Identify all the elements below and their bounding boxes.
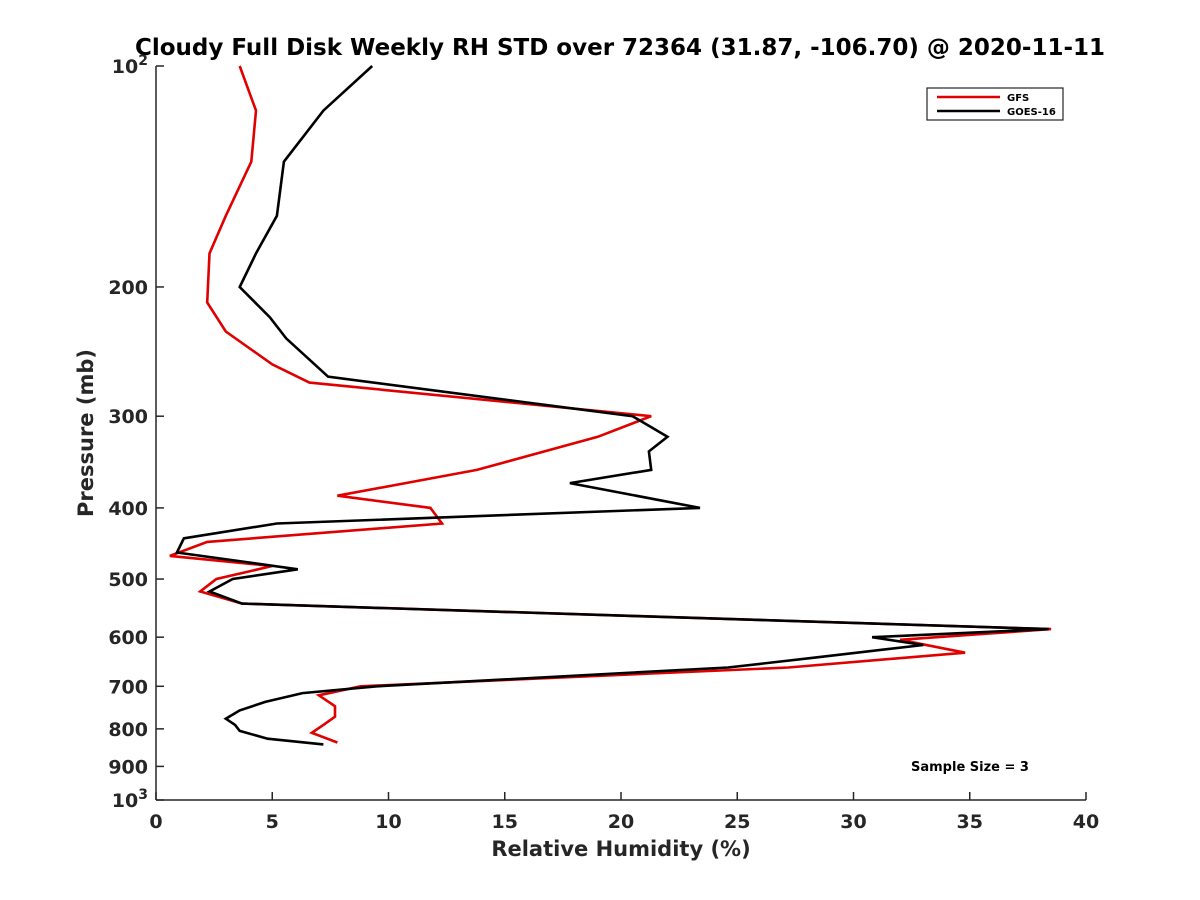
y-tick-label: 300	[108, 406, 148, 428]
x-tick-label: 30	[840, 811, 866, 833]
y-tick-label: 200	[108, 277, 148, 299]
y-tick-label: 400	[108, 498, 148, 520]
plot-area	[156, 66, 1086, 800]
legend-label-goes16: GOES-16	[1007, 107, 1056, 118]
y-axis-label: Pressure (mb)	[74, 349, 98, 517]
x-tick-label: 40	[1073, 811, 1099, 833]
x-tick-label: 15	[492, 811, 518, 833]
x-tick-label: 20	[608, 811, 634, 833]
series-layer	[169, 65, 1052, 746]
y-tick-label: 102	[112, 53, 148, 78]
series-line-goes-16	[174, 65, 1049, 746]
x-tick-label: 5	[266, 811, 279, 833]
y-tick-label: 600	[108, 627, 148, 649]
x-tick-label: 25	[724, 811, 750, 833]
y-tick-label: 103	[112, 787, 148, 812]
y-tick-label: 500	[108, 569, 148, 591]
y-tick-label: 800	[108, 719, 148, 741]
x-tick-label: 0	[149, 811, 162, 833]
legend: GFS GOES-16	[926, 87, 1064, 121]
x-axis-label: Relative Humidity (%)	[491, 837, 750, 861]
x-tick-label: 35	[957, 811, 983, 833]
x-tick-label: 10	[375, 811, 401, 833]
legend-box	[926, 87, 1064, 121]
y-tick-label: 700	[108, 676, 148, 698]
chart-title: Cloudy Full Disk Weekly RH STD over 7236…	[135, 35, 1105, 61]
legend-label-gfs: GFS	[1007, 93, 1029, 104]
y-tick-label: 900	[108, 756, 148, 778]
series-line-gfs	[169, 65, 1052, 744]
y-axis-ticks: 102 200 300 400 500 600 700 800 900 103	[108, 53, 164, 812]
sample-size-annotation: Sample Size = 3	[911, 760, 1029, 775]
x-axis-ticks: 0 5 10 15 20 25 30 35 40	[149, 792, 1099, 833]
